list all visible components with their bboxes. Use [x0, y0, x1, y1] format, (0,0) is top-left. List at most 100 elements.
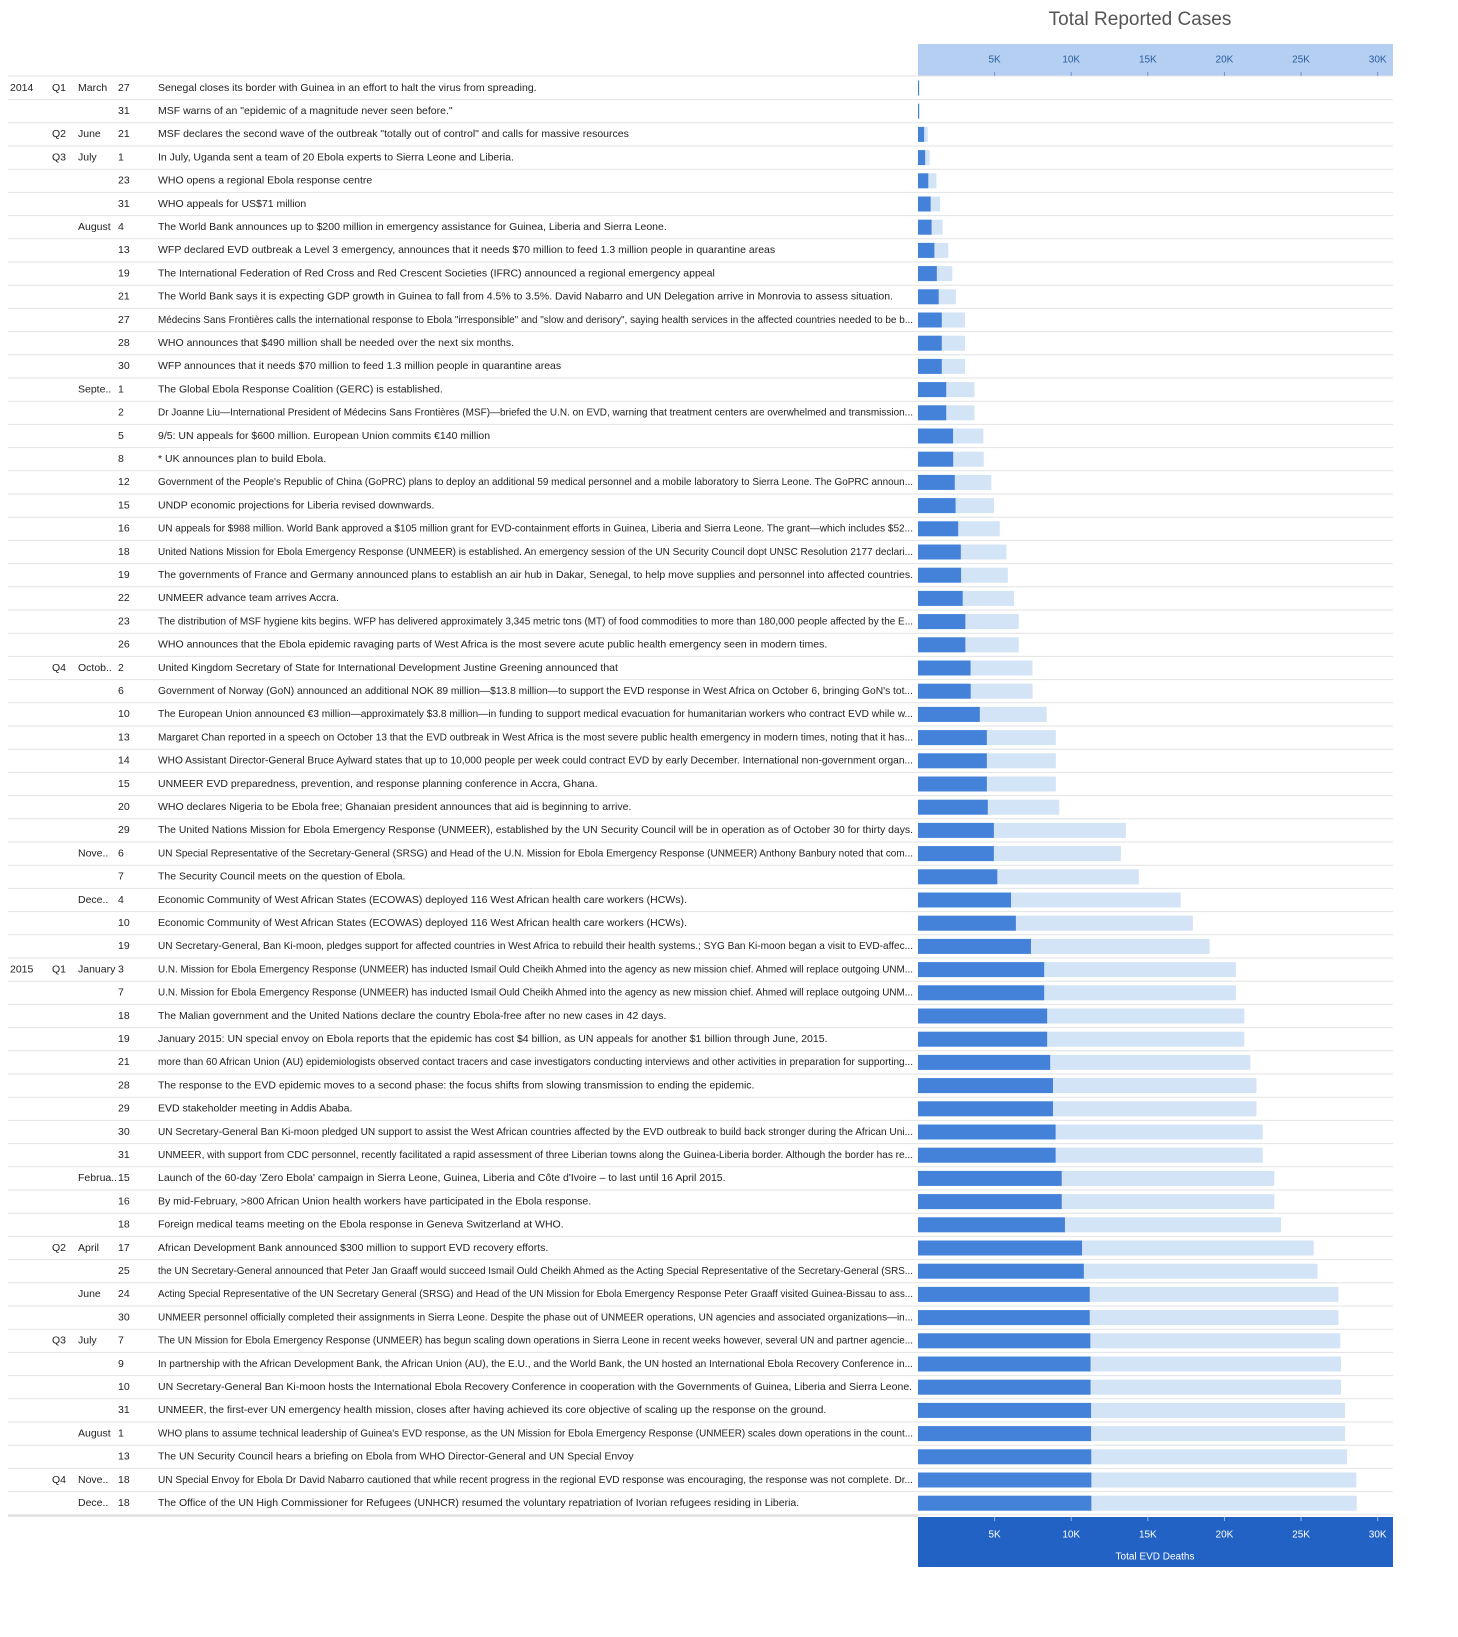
- deaths-bar: [918, 730, 987, 746]
- day-label: 24: [118, 1288, 130, 1300]
- bottom-axis-band: [918, 1517, 1393, 1567]
- day-label: 19: [118, 940, 130, 952]
- day-label: 30: [118, 360, 130, 372]
- deaths-bar: [918, 1054, 1051, 1070]
- day-label: 1: [118, 383, 124, 395]
- day-label: 20: [118, 801, 130, 813]
- bottom-tick-label: 20K: [1216, 1530, 1234, 1541]
- day-label: 27: [118, 314, 130, 326]
- event-text: Margaret Chan reported in a speech on Oc…: [158, 731, 913, 743]
- month-label: Februa..: [78, 1172, 117, 1184]
- event-text: The UN Mission for Ebola Emergency Respo…: [158, 1335, 913, 1347]
- month-label: July: [78, 1335, 97, 1347]
- deaths-bar: [918, 683, 971, 699]
- day-label: 28: [118, 1079, 130, 1091]
- year-label: 2014: [10, 82, 34, 94]
- event-text: Government of Norway (GoN) announced an …: [158, 685, 913, 697]
- day-label: 15: [118, 1172, 130, 1184]
- event-text: UNMEER personnel officially completed th…: [158, 1311, 913, 1323]
- deaths-bar: [918, 753, 987, 769]
- top-tick-label: 10K: [1062, 55, 1080, 66]
- event-text: In partnership with the African Developm…: [158, 1358, 913, 1370]
- day-label: 7: [118, 987, 124, 999]
- event-text: the UN Secretary-General announced that …: [158, 1265, 913, 1277]
- event-text: WHO announces that $490 million shall be…: [158, 337, 514, 349]
- day-label: 3: [118, 963, 124, 975]
- deaths-bar: [918, 474, 955, 490]
- month-label: Septe..: [78, 383, 111, 395]
- deaths-bar: [918, 335, 942, 351]
- day-label: 30: [118, 1126, 130, 1138]
- day-label: 10: [118, 917, 130, 929]
- deaths-bar: [918, 289, 939, 305]
- event-text: The response to the EVD epidemic moves t…: [158, 1079, 754, 1091]
- event-text: EVD stakeholder meeting in Addis Ababa.: [158, 1103, 352, 1115]
- deaths-bar: [918, 1449, 1092, 1465]
- day-label: 18: [118, 1010, 130, 1022]
- event-text: The governments of France and Germany an…: [158, 569, 913, 581]
- event-text: WHO Assistant Director-General Bruce Ayl…: [158, 755, 913, 767]
- quarter-label: Q1: [52, 82, 66, 94]
- event-text: United Nations Mission for Ebola Emergen…: [158, 546, 913, 558]
- deaths-bar: [918, 1263, 1084, 1279]
- quarter-label: Q4: [52, 662, 66, 674]
- day-label: 23: [118, 175, 130, 187]
- event-text: Foreign medical teams meeting on the Ebo…: [158, 1219, 564, 1231]
- deaths-bar: [918, 1101, 1053, 1117]
- event-text: WHO declares Nigeria to be Ebola free; G…: [158, 801, 631, 813]
- deaths-bar: [918, 962, 1045, 978]
- event-text: UN Special Envoy for Ebola Dr David Naba…: [158, 1474, 913, 1486]
- day-label: 6: [118, 685, 124, 697]
- event-text: WHO appeals for US$71 million: [158, 198, 306, 210]
- event-text: UN appeals for $988 million. World Bank …: [158, 523, 913, 535]
- deaths-bar: [918, 219, 932, 235]
- quarter-label: Q1: [52, 963, 66, 975]
- event-text: more than 60 African Union (AU) epidemio…: [158, 1056, 913, 1068]
- event-text: The UN Security Council hears a briefing…: [158, 1451, 634, 1463]
- deaths-bar: [918, 1008, 1048, 1024]
- day-label: 2: [118, 407, 124, 419]
- day-label: 30: [118, 1311, 130, 1323]
- deaths-bar: [918, 799, 988, 815]
- day-label: 29: [118, 824, 130, 836]
- event-text: The International Federation of Red Cros…: [158, 267, 715, 279]
- day-label: 31: [118, 1404, 130, 1416]
- day-label: 18: [118, 1497, 130, 1509]
- event-text: The World Bank announces up to $200 mill…: [158, 221, 667, 233]
- deaths-bar: [918, 1217, 1065, 1233]
- event-text: UNMEER EVD preparedness, prevention, and…: [158, 778, 598, 790]
- event-text: The European Union announced €3 million—…: [158, 708, 913, 720]
- day-label: 31: [118, 1149, 130, 1161]
- deaths-bar: [918, 521, 959, 537]
- month-label: Dece..: [78, 894, 108, 906]
- month-label: August: [78, 1427, 111, 1439]
- event-text: UN Secretary-General Ban Ki-moon hosts t…: [158, 1381, 912, 1393]
- day-label: 9: [118, 1358, 124, 1370]
- event-text: U.N. Mission for Ebola Emergency Respons…: [158, 963, 913, 975]
- deaths-bar: [918, 451, 954, 467]
- bottom-axis-title: Total EVD Deaths: [1116, 1552, 1195, 1563]
- month-label: March: [78, 82, 107, 94]
- day-label: 29: [118, 1103, 130, 1115]
- deaths-bar: [918, 1031, 1048, 1047]
- day-label: 31: [118, 198, 130, 210]
- deaths-bar: [918, 266, 937, 282]
- deaths-bar: [918, 80, 920, 96]
- deaths-bar: [918, 1286, 1090, 1302]
- event-text: UN Secretary-General Ban Ki-moon pledged…: [158, 1126, 913, 1138]
- month-label: April: [78, 1242, 99, 1254]
- quarter-label: Q3: [52, 1335, 66, 1347]
- event-text: UNMEER, the first-ever UN emergency heal…: [158, 1404, 826, 1416]
- day-label: 25: [118, 1265, 130, 1277]
- day-label: 7: [118, 1335, 124, 1347]
- day-label: 15: [118, 778, 130, 790]
- deaths-bar: [918, 1194, 1062, 1210]
- event-text: MSF warns of an "epidemic of a magnitude…: [158, 105, 453, 117]
- deaths-bar: [918, 637, 966, 653]
- event-text: Launch of the 60-day 'Zero Ebola' campai…: [158, 1172, 726, 1184]
- event-text: Government of the People's Republic of C…: [158, 476, 913, 488]
- deaths-bar: [918, 358, 942, 374]
- deaths-bar: [918, 614, 966, 630]
- deaths-bar: [918, 1333, 1091, 1349]
- day-label: 15: [118, 499, 130, 511]
